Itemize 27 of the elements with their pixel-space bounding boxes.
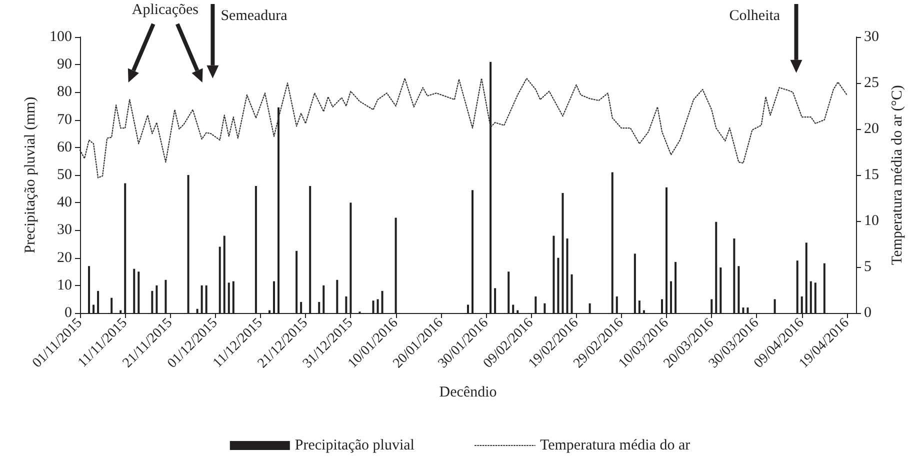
y-tick-label: 30 [57, 222, 72, 238]
y2-tick-label: 30 [864, 29, 879, 45]
line-series [79, 78, 848, 178]
x-axis-title: Decêndio [439, 384, 497, 400]
y-axis-title: Precipitação pluvial (mm) [22, 96, 38, 254]
y-tick-label: 10 [57, 277, 72, 294]
y2-tick-label: 10 [864, 213, 879, 229]
y-tick-label: 80 [57, 84, 72, 100]
y2-tick-label: 5 [864, 259, 872, 275]
y-tick-label: 70 [57, 112, 72, 128]
y-tick-label: 100 [50, 29, 72, 45]
y-tick-label: 20 [57, 250, 72, 266]
y2-tick-label: 15 [864, 167, 879, 183]
legend-label: Precipitação pluvial [294, 438, 414, 454]
text: Semeadura [220, 8, 288, 25]
y2-tick-label: 0 [864, 305, 872, 321]
y-tick-label: 40 [57, 194, 72, 211]
text: Colheita [729, 8, 780, 25]
y-tick-label: 90 [57, 56, 72, 73]
y2-tick-label: 25 [864, 75, 879, 91]
y-tick-label: 0 [64, 305, 72, 321]
legend-label: Temperatura média do ar [540, 438, 690, 454]
y-tick-label: 60 [57, 139, 72, 156]
y2-axis-title: Temperatura média do ar (°C) [890, 85, 906, 265]
text: Aplicações [132, 2, 198, 19]
y2-tick-label: 20 [864, 121, 879, 137]
y-tick-label: 50 [57, 167, 72, 183]
